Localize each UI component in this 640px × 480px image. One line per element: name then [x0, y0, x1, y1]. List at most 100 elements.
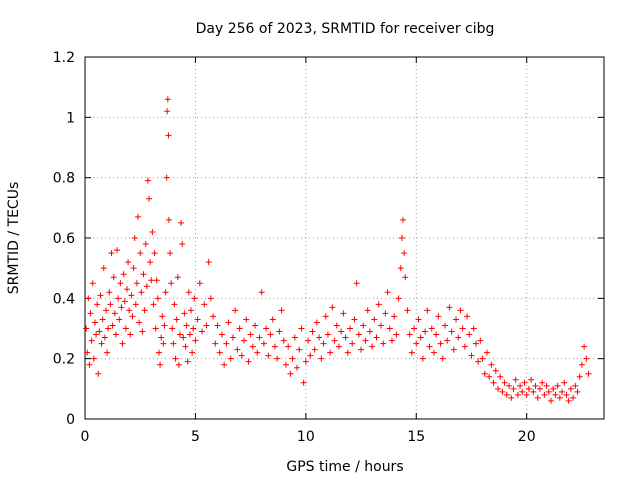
y-tick-label: 0.8	[53, 171, 75, 187]
data-point	[373, 334, 380, 341]
data-point	[164, 108, 171, 115]
data-point	[439, 355, 446, 362]
data-point	[271, 343, 278, 350]
data-point	[554, 382, 561, 389]
data-point	[263, 325, 270, 332]
data-point	[556, 394, 563, 401]
data-point	[417, 334, 424, 341]
data-point	[168, 280, 175, 287]
data-point	[419, 355, 426, 362]
data-point	[218, 331, 225, 338]
data-point	[158, 334, 165, 341]
data-point	[335, 343, 342, 350]
data-point	[192, 337, 199, 344]
data-point	[401, 250, 408, 257]
data-point	[172, 355, 179, 362]
data-point	[122, 325, 129, 332]
data-point	[171, 301, 178, 308]
data-point	[322, 313, 329, 320]
data-point	[175, 361, 182, 368]
x-tick-label: 0	[81, 429, 90, 445]
data-point	[247, 331, 254, 338]
data-point	[86, 361, 93, 368]
data-point	[150, 301, 157, 308]
data-point	[525, 385, 532, 392]
data-point	[116, 316, 123, 323]
data-point	[411, 325, 418, 332]
data-point	[483, 349, 490, 356]
data-point	[291, 334, 298, 341]
data-point	[121, 298, 128, 305]
data-point	[274, 355, 281, 362]
data-point	[163, 174, 170, 181]
data-point	[265, 352, 272, 359]
data-point	[450, 346, 457, 353]
data-point	[170, 340, 177, 347]
data-point	[153, 277, 160, 284]
data-point	[581, 343, 588, 350]
data-point	[541, 391, 548, 398]
data-point	[404, 307, 411, 314]
data-point	[165, 132, 172, 139]
data-point	[161, 322, 168, 329]
data-point	[269, 316, 276, 323]
data-point	[178, 219, 185, 226]
data-point	[203, 322, 210, 329]
grid	[85, 57, 604, 419]
data-point	[135, 213, 142, 220]
data-point	[475, 358, 482, 365]
data-point	[256, 334, 263, 341]
data-point	[492, 367, 499, 374]
data-point	[164, 96, 171, 103]
data-point	[123, 286, 130, 293]
data-point	[131, 235, 138, 241]
x-axis-label: GPS time / hours	[286, 459, 403, 475]
data-point	[184, 358, 191, 365]
data-point	[258, 289, 265, 296]
data-point	[155, 349, 162, 356]
data-point	[342, 334, 349, 341]
data-point	[260, 340, 267, 347]
data-point	[534, 394, 541, 401]
data-point	[165, 216, 172, 223]
data-point	[386, 325, 393, 332]
data-point	[140, 271, 147, 278]
data-point	[510, 385, 517, 392]
data-point	[169, 325, 176, 332]
data-point	[282, 361, 289, 368]
data-point	[351, 316, 358, 323]
data-point	[347, 325, 354, 332]
data-point	[95, 370, 102, 377]
data-point	[185, 289, 192, 296]
data-point	[110, 274, 117, 281]
data-point	[199, 328, 206, 335]
data-point	[501, 379, 508, 386]
data-point	[137, 250, 144, 257]
data-point	[464, 313, 471, 320]
data-point	[152, 325, 159, 332]
data-point	[174, 274, 181, 281]
data-point	[183, 322, 190, 329]
data-point	[355, 331, 362, 338]
data-point	[305, 337, 312, 344]
data-point	[285, 343, 292, 350]
data-point	[494, 385, 501, 392]
data-point	[503, 391, 510, 398]
data-point	[481, 370, 488, 377]
data-point	[88, 337, 95, 344]
data-point	[173, 316, 180, 323]
data-point	[448, 328, 455, 335]
data-point	[157, 361, 164, 368]
data-point	[415, 316, 422, 323]
data-point	[115, 295, 122, 302]
data-point	[223, 340, 230, 347]
data-point	[98, 340, 105, 347]
data-point	[125, 259, 132, 266]
data-point	[572, 382, 579, 389]
data-point	[129, 313, 136, 320]
data-point	[547, 397, 554, 404]
data-point	[210, 313, 217, 320]
data-point	[107, 301, 114, 308]
data-point	[221, 361, 228, 368]
